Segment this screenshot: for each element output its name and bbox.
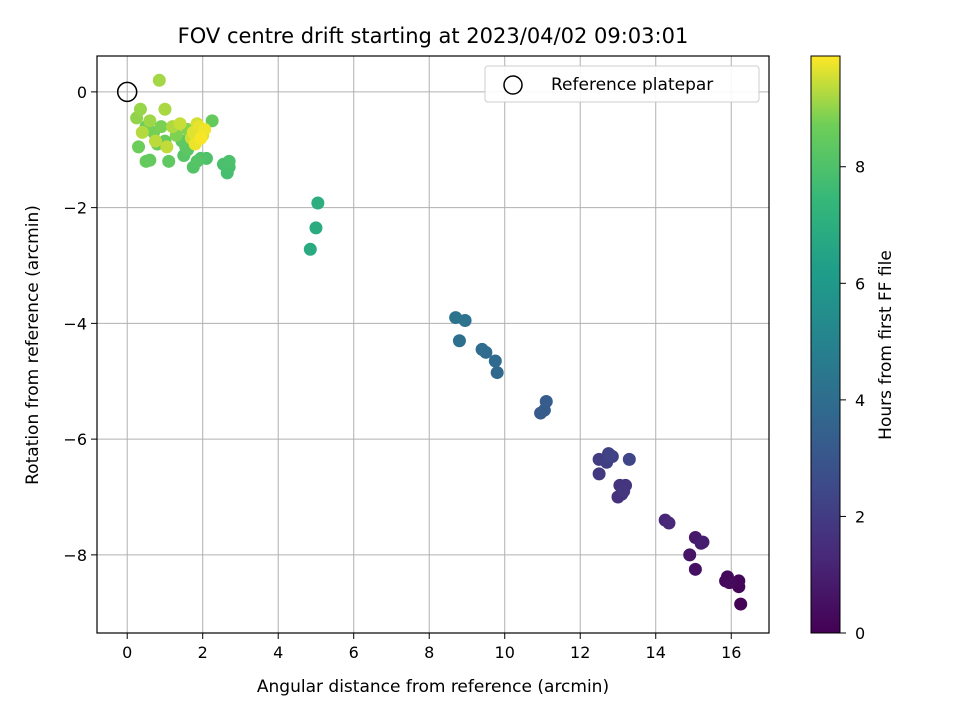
data-point	[149, 134, 163, 148]
data-point	[162, 154, 176, 168]
y-tick-label: 0	[77, 83, 87, 102]
x-tick-label: 14	[646, 643, 666, 662]
data-point	[303, 242, 317, 256]
data-point	[617, 484, 631, 498]
data-point	[696, 535, 710, 549]
data-point	[160, 140, 174, 154]
grid-lines	[97, 56, 769, 633]
data-point	[173, 117, 187, 131]
x-tick-label: 10	[495, 643, 515, 662]
data-point	[449, 311, 463, 325]
data-point	[152, 73, 166, 87]
data-point	[734, 597, 748, 611]
data-point	[452, 334, 466, 348]
colorbar-tick-label: 4	[855, 391, 865, 410]
colorbar-tick-label: 2	[855, 507, 865, 526]
data-point	[222, 154, 236, 168]
colorbar-ticks: 0 2 4 6 8	[840, 158, 865, 643]
plot-frame	[96, 55, 770, 634]
data-point	[688, 562, 702, 576]
x-tick-label: 2	[198, 643, 208, 662]
data-point	[190, 154, 204, 168]
colorbar-label: Hours from first FF file	[876, 250, 896, 440]
data-point	[309, 221, 323, 235]
data-point	[662, 516, 676, 530]
data-points	[130, 73, 748, 611]
x-tick-label: 12	[570, 643, 590, 662]
data-point	[622, 452, 636, 466]
colorbar-tick-label: 0	[855, 624, 865, 643]
data-point	[154, 120, 168, 134]
y-tick-label: −2	[63, 199, 87, 218]
legend-label: Reference platepar	[551, 75, 713, 95]
x-tick-label: 4	[273, 643, 283, 662]
data-point	[143, 114, 157, 128]
colorbar-tick-label: 8	[855, 158, 865, 177]
data-point	[194, 131, 208, 145]
reference-platepar-point	[116, 81, 138, 103]
data-point	[592, 467, 606, 481]
y-tick-label: −8	[63, 546, 87, 565]
legend-box	[484, 65, 760, 103]
data-point	[490, 366, 504, 380]
data-point	[603, 448, 617, 462]
data-point	[133, 102, 147, 116]
data-point	[311, 196, 325, 210]
legend-marker	[503, 75, 523, 95]
data-point	[158, 102, 172, 116]
x-tick-label: 16	[721, 643, 741, 662]
legend: Reference platepar	[484, 65, 760, 103]
data-point	[539, 395, 553, 409]
x-axis-ticks: 0 2 4 6 8 10 12 14 16	[122, 633, 741, 662]
x-axis-label: Angular distance from reference (arcmin)	[257, 677, 609, 697]
colorbar	[810, 55, 841, 634]
data-point	[132, 140, 146, 154]
colorbar-tick-label: 6	[855, 274, 865, 293]
x-tick-label: 6	[349, 643, 359, 662]
y-tick-label: −4	[63, 314, 87, 333]
data-point	[135, 125, 149, 139]
x-tick-label: 8	[424, 643, 434, 662]
y-axis-ticks: 0 −2 −4 −6 −8	[63, 83, 97, 565]
data-point	[722, 576, 736, 590]
x-tick-label: 0	[122, 643, 132, 662]
data-point	[475, 342, 489, 356]
data-point	[205, 114, 219, 128]
y-axis-label: Rotation from reference (arcmin)	[23, 205, 43, 485]
data-point	[139, 154, 153, 168]
y-tick-label: −6	[63, 430, 87, 449]
data-point	[488, 354, 502, 368]
data-point	[683, 548, 697, 562]
reference-marker	[116, 81, 138, 103]
chart-title: FOV centre drift starting at 2023/04/02 …	[178, 24, 689, 48]
